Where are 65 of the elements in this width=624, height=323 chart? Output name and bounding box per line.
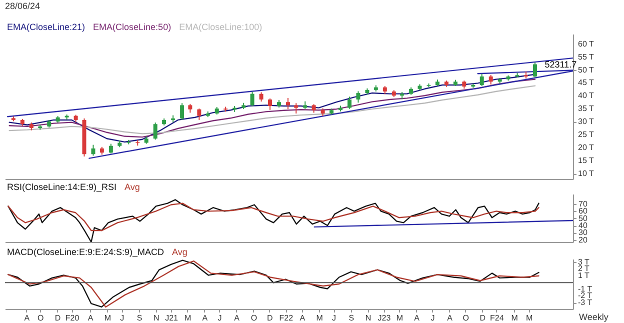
x-tick-label: S xyxy=(136,314,142,322)
series-label: Avg xyxy=(172,247,188,257)
x-tick-label: N xyxy=(154,314,160,322)
x-tick-label: A xyxy=(414,314,420,322)
y-tick-label: -1 T xyxy=(578,284,592,294)
y-tick-label: 30 T xyxy=(578,117,594,126)
y-tick-label: 2 T xyxy=(578,264,590,274)
x-tick-label: F24 xyxy=(490,314,504,322)
x-tick-label: M xyxy=(316,314,324,322)
x-tick-label: N xyxy=(365,314,372,322)
y-tick-label: 60 T xyxy=(578,39,594,48)
x-tick-label: F20 xyxy=(65,314,80,322)
x-tick-label: F22 xyxy=(279,314,294,322)
chart-title: 28/06/24 xyxy=(5,1,40,11)
x-tick-label: O xyxy=(462,314,469,322)
y-tick-label: 70 xyxy=(578,200,588,209)
annotation: 52311.7 xyxy=(544,59,577,70)
x-tick-label: A xyxy=(202,314,208,322)
y-tick-label: 50 xyxy=(578,214,588,223)
x-tick-label: A xyxy=(88,314,94,322)
y-tick-label: 3 T xyxy=(578,257,590,266)
x-tick-label: D xyxy=(480,314,486,322)
x-tick-label: M xyxy=(526,314,534,322)
y-tick-label: 10 T xyxy=(578,168,594,178)
text: EMA(CloseLine:50) xyxy=(93,22,172,32)
x-tick-label: O xyxy=(250,314,258,322)
x-tick-label: M xyxy=(396,314,404,322)
y-tick-label: 50 T xyxy=(578,65,594,74)
x-tick-label: S xyxy=(348,314,354,322)
text: Avg xyxy=(124,182,140,192)
x-tick-label: M xyxy=(184,314,192,322)
y-tick-label: 15 T xyxy=(578,156,594,165)
x-tick-label: D xyxy=(267,314,274,322)
y-tick-label: 1 T xyxy=(578,270,590,280)
x-tick-label: O xyxy=(38,314,44,322)
y-tick-label: 20 T xyxy=(578,142,594,152)
x-tick-label: A xyxy=(447,314,454,322)
x-tick-label: J xyxy=(120,314,124,322)
x-tick-label: A xyxy=(24,314,30,322)
y-tick-label: -2 T xyxy=(578,291,592,300)
x-tick-label: A xyxy=(234,314,240,322)
y-tick-label: -3 T xyxy=(578,298,592,307)
y-tick-label: 20 xyxy=(578,235,588,244)
y-tick-label: 40 T xyxy=(578,91,594,100)
series-label: MACD(CloseLine:E:9:E:24:S:9)_MACD xyxy=(7,247,165,257)
x-tick-label: J xyxy=(218,314,222,322)
x-tick-label: J xyxy=(430,314,435,322)
y-tick-label: 35 T xyxy=(578,104,594,114)
x-tick-label: J xyxy=(332,314,336,322)
y-tick-label: 45 T xyxy=(578,78,594,88)
text: EMA(CloseLine:21) xyxy=(7,22,86,32)
text: Weekly xyxy=(579,312,609,322)
x-tick-label: J23 xyxy=(378,314,392,322)
x-tick-label: M xyxy=(104,314,112,322)
y-tick-label: 60 xyxy=(578,206,588,216)
y-tick-label: 40 xyxy=(578,221,588,230)
y-tick-label: 30 xyxy=(578,228,588,238)
y-tick-label: 25 T xyxy=(578,130,594,139)
y-tick-label: 55 T xyxy=(578,52,594,62)
x-tick-label: J21 xyxy=(165,314,179,322)
x-tick-label: D xyxy=(54,314,61,322)
series-label: RSI(CloseLine:14:E:9)_RSI xyxy=(7,182,117,192)
text: EMA(CloseLine:100) xyxy=(179,22,262,32)
x-tick-label: M xyxy=(511,314,518,322)
x-tick-label: A xyxy=(300,314,306,322)
